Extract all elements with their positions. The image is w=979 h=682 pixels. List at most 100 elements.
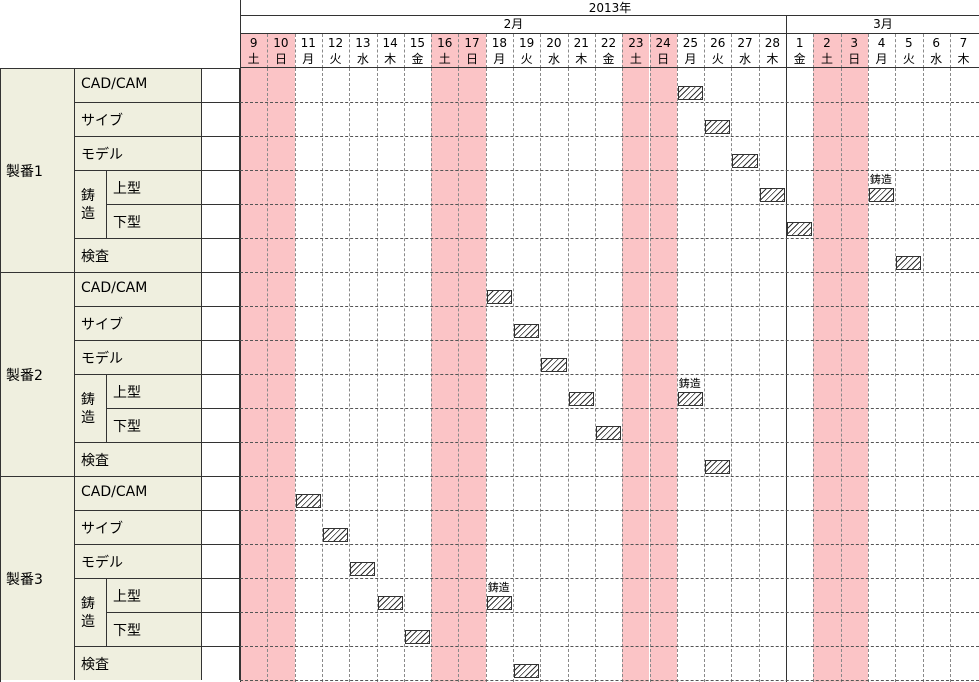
task-bar[interactable] <box>705 460 731 474</box>
row-gridline <box>240 374 979 375</box>
day-separator <box>240 34 241 68</box>
row-gridline <box>240 102 979 103</box>
weekday-label: 火 <box>520 52 533 66</box>
day-number: 14 <box>382 36 398 50</box>
day-number: 9 <box>249 36 258 50</box>
row-gridline <box>240 578 979 579</box>
weekend-column <box>267 34 295 682</box>
weekday-label: 金 <box>793 52 806 66</box>
task-bar[interactable] <box>896 256 922 270</box>
task-bar[interactable] <box>677 392 704 406</box>
job-label-cell: 製番1 <box>0 68 75 272</box>
task-bar[interactable] <box>295 494 321 508</box>
task-bar[interactable] <box>677 86 704 100</box>
weekday-label: 土 <box>247 52 260 66</box>
header-bottom-line <box>240 67 979 68</box>
row-gridline <box>240 340 979 341</box>
day-separator <box>840 34 842 68</box>
chuzo-char-2: 造 <box>81 206 95 222</box>
day-number: 6 <box>932 36 940 50</box>
day-gridline <box>321 68 323 682</box>
task-note: 鋳造 <box>869 173 892 186</box>
row-gridline <box>240 306 979 307</box>
weekday-label: 金 <box>602 52 615 66</box>
day-number: 10 <box>273 36 289 50</box>
process-value-cell <box>202 544 240 578</box>
process-label-cell: 下型 <box>107 612 202 646</box>
task-bar[interactable] <box>404 630 431 644</box>
row-gridline <box>240 408 979 409</box>
row-gridline <box>240 680 979 681</box>
day-separator <box>321 34 323 68</box>
weekday-label: 日 <box>274 52 287 66</box>
process-name: CAD/CAM <box>81 280 148 296</box>
task-bar[interactable] <box>377 596 403 610</box>
day-gridline <box>895 68 897 682</box>
row-gridline <box>240 136 979 137</box>
day-number: 26 <box>710 36 726 50</box>
job-name: 製番3 <box>6 572 43 588</box>
task-bar[interactable] <box>322 528 349 542</box>
weekday-label: 月 <box>684 52 697 66</box>
process-label-cell: 検査 <box>75 238 202 272</box>
weekday-label: 火 <box>711 52 724 66</box>
day-number: 21 <box>573 36 589 50</box>
process-label-cell: サイブ <box>75 102 202 136</box>
task-bar[interactable] <box>350 562 376 576</box>
task-bar[interactable] <box>759 188 785 202</box>
process-value-cell <box>202 68 240 102</box>
process-name: モデル <box>81 555 123 571</box>
process-label-cell: モデル <box>75 340 202 374</box>
process-value-cell <box>202 476 240 510</box>
day-separator <box>676 34 678 68</box>
month-label-mar: 3月 <box>786 16 979 34</box>
day-separator <box>540 34 542 68</box>
task-bar[interactable] <box>486 596 512 610</box>
day-separator <box>567 34 569 68</box>
day-gridline <box>731 68 733 682</box>
process-label-cell: CAD/CAM <box>75 476 202 510</box>
day-gridline <box>840 68 842 682</box>
job-label-cell: 製番3 <box>0 476 75 680</box>
label-left-edge <box>0 68 1 682</box>
process-name: 上型 <box>113 589 141 605</box>
process-value-cell <box>202 272 240 306</box>
process-value-cell <box>202 408 240 442</box>
task-bar[interactable] <box>787 222 813 236</box>
day-gridline <box>349 68 351 682</box>
task-bar[interactable] <box>486 290 512 304</box>
weekend-column <box>649 34 677 682</box>
day-number: 19 <box>519 36 535 50</box>
day-number: 13 <box>355 36 371 50</box>
process-name: 検査 <box>81 453 109 469</box>
task-bar[interactable] <box>541 358 567 372</box>
task-bar[interactable] <box>868 188 895 202</box>
day-number: 15 <box>409 36 426 50</box>
task-bar[interactable] <box>595 426 622 440</box>
row-gridline <box>240 442 979 443</box>
task-bar[interactable] <box>568 392 594 406</box>
task-bar[interactable] <box>705 120 731 134</box>
task-note: 鋳造 <box>487 581 510 594</box>
process-value-cell <box>202 510 240 544</box>
task-bar[interactable] <box>514 324 540 338</box>
row-gridline <box>240 272 979 273</box>
day-gridline <box>758 68 760 682</box>
task-bar[interactable] <box>514 664 540 678</box>
day-number: 22 <box>600 36 617 50</box>
process-name: モデル <box>81 351 123 367</box>
day-separator <box>813 34 815 68</box>
process-name: サイブ <box>81 113 123 129</box>
chuzo-char-1: 鋳 <box>81 188 95 204</box>
day-number: 23 <box>628 36 644 50</box>
process-name: 下型 <box>113 623 141 639</box>
day-separator <box>649 34 651 68</box>
weekday-label: 木 <box>384 52 397 66</box>
task-bar[interactable] <box>732 154 758 168</box>
day-separator <box>922 34 924 68</box>
weekday-label: 月 <box>875 52 888 66</box>
weekday-label: 土 <box>820 52 833 66</box>
chuzo-char-1: 鋳 <box>81 596 95 612</box>
day-gridline <box>513 68 514 682</box>
weekday-label: 木 <box>766 52 779 66</box>
